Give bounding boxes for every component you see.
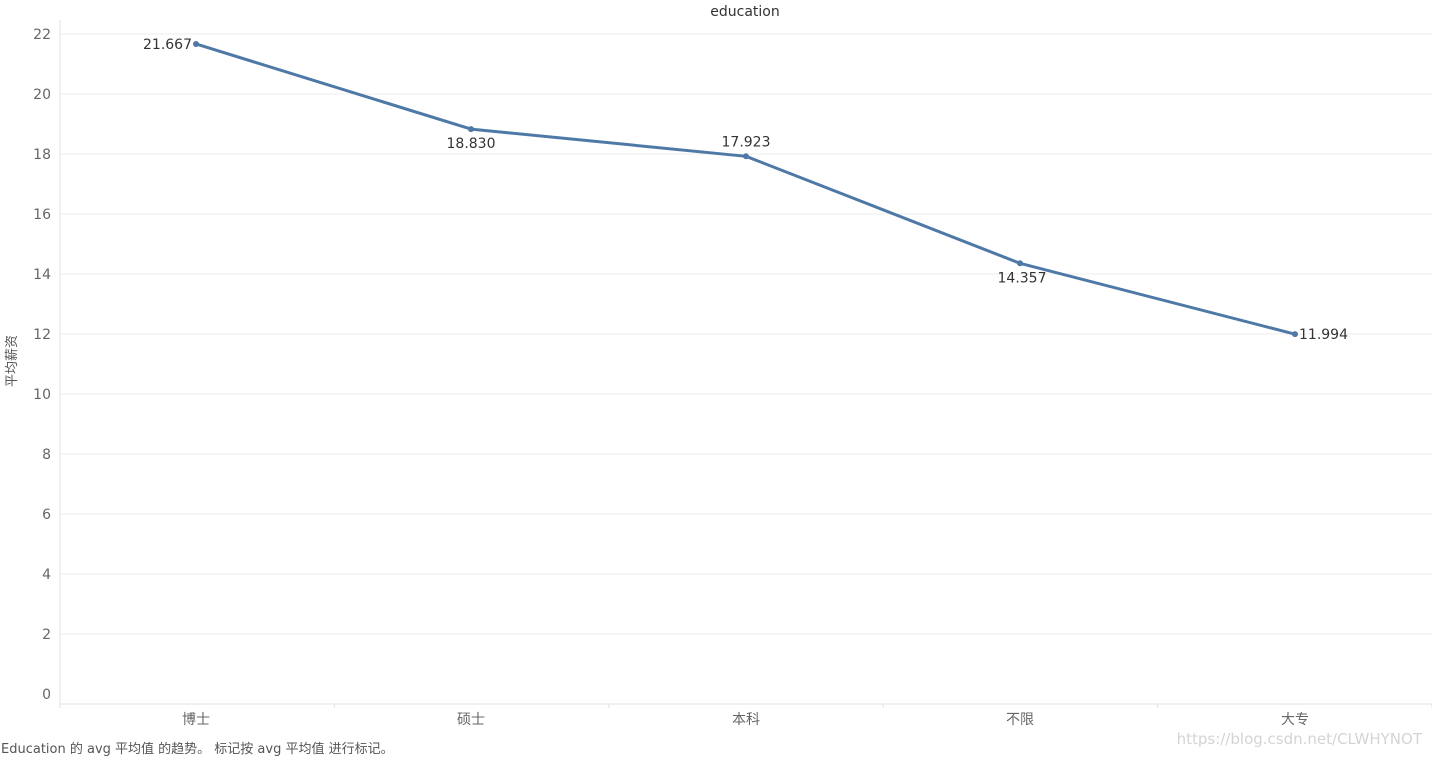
y-tick-label: 4 (42, 567, 51, 583)
y-tick-label: 22 (33, 27, 51, 43)
axes (59, 20, 1432, 708)
chart-title: education (710, 4, 779, 20)
data-labels: 21.667 18.830 17.923 14.357 11.994 (143, 37, 1348, 343)
data-label: 17.923 (722, 134, 771, 150)
y-axis-ticks: 0 2 4 6 8 10 12 14 16 18 20 22 (33, 27, 51, 703)
y-tick-label: 12 (33, 327, 51, 343)
y-axis-title: 平均薪资 (5, 335, 20, 387)
y-tick-label: 6 (42, 507, 51, 523)
watermark: https://blog.csdn.net/CLWHYNOT (1176, 730, 1422, 748)
y-tick-label: 0 (42, 687, 51, 703)
x-tick-label: 硕士 (457, 712, 485, 728)
data-point[interactable] (468, 126, 474, 133)
data-point[interactable] (193, 40, 199, 47)
data-point[interactable] (743, 153, 749, 160)
data-label: 21.667 (143, 37, 192, 53)
x-tick-label: 本科 (732, 712, 760, 728)
series-line (194, 42, 1297, 336)
chart-caption: Education 的 avg 平均值 的趋势。 标记按 avg 平均值 进行标… (1, 742, 394, 757)
y-tick-label: 16 (33, 207, 51, 223)
data-label: 11.994 (1299, 327, 1348, 343)
series-layer (193, 40, 1298, 338)
x-tick-label: 博士 (182, 711, 210, 728)
y-tick-label: 14 (33, 267, 51, 283)
x-tick-label: 不限 (1006, 712, 1034, 728)
data-point[interactable] (1017, 260, 1023, 267)
gridlines (60, 33, 1432, 635)
x-axis-ticks: 博士 硕士 本科 不限 大专 (182, 711, 1309, 728)
y-tick-label: 20 (33, 87, 51, 103)
data-point[interactable] (1292, 331, 1298, 338)
y-tick-label: 10 (33, 387, 51, 403)
x-tick-label: 大专 (1281, 712, 1309, 728)
data-label: 14.357 (998, 270, 1047, 286)
y-tick-label: 8 (42, 447, 51, 463)
y-tick-label: 18 (33, 147, 51, 163)
y-tick-label: 2 (42, 627, 51, 643)
data-label: 18.830 (447, 136, 496, 152)
